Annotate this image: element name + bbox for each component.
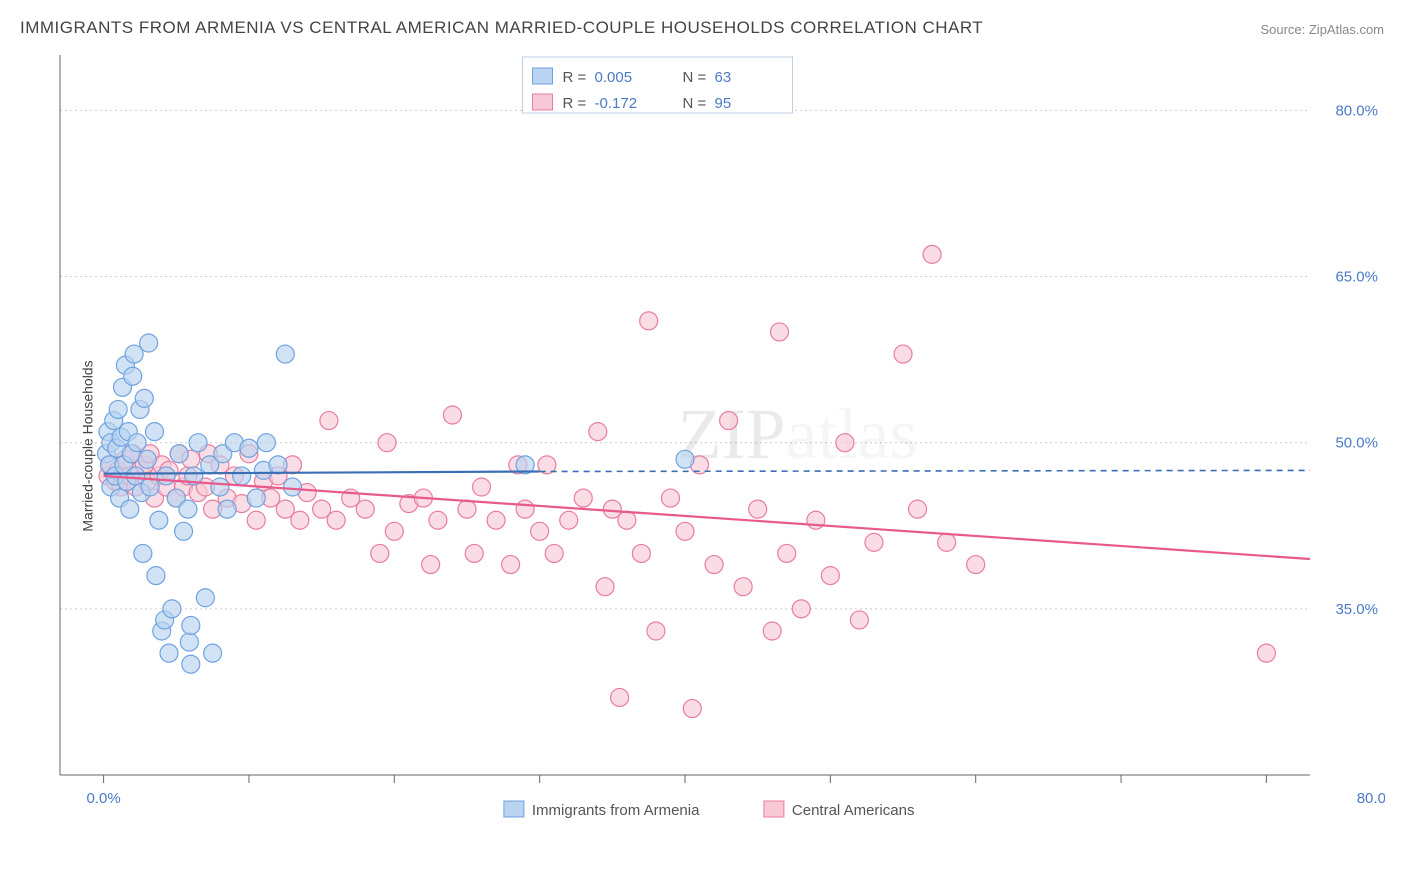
- watermark: ZIPatlas: [678, 394, 918, 474]
- svg-text:-0.172: -0.172: [595, 95, 638, 112]
- legend-label-series1: Immigrants from Armenia: [532, 802, 700, 819]
- svg-text:R =: R =: [563, 95, 587, 112]
- series-central-americans: [99, 245, 1275, 717]
- y-tick-label: 80.0%: [1335, 102, 1378, 119]
- x-tick-label-min: 0.0%: [87, 790, 121, 807]
- y-tick-label: 50.0%: [1335, 435, 1378, 452]
- svg-text:63: 63: [715, 69, 732, 86]
- svg-text:N =: N =: [683, 69, 707, 86]
- plot-area: 35.0% 50.0% 65.0% 80.0% 0.0% 80.0% ZIPatlas R =…: [50, 55, 1385, 830]
- y-tick-label: 35.0%: [1335, 601, 1378, 618]
- x-tick-label-max: 80.0%: [1357, 790, 1385, 807]
- svg-text:N =: N =: [683, 95, 707, 112]
- legend-correlation-box: R = 0.005 N = 63 R = -0.172 N = 95: [523, 57, 793, 113]
- y-tick-label: 65.0%: [1335, 269, 1378, 286]
- scatter-svg: 35.0% 50.0% 65.0% 80.0% 0.0% 80.0% ZIPatlas R =…: [50, 55, 1385, 830]
- svg-text:0.005: 0.005: [595, 69, 633, 86]
- svg-text:95: 95: [715, 95, 732, 112]
- legend-series: Immigrants from Armenia Central Americans: [504, 801, 915, 819]
- svg-text:R =: R =: [563, 69, 587, 86]
- legend-label-series2: Central Americans: [792, 802, 915, 819]
- source-label: Source: ZipAtlas.com: [1260, 22, 1384, 37]
- chart-title: IMMIGRANTS FROM ARMENIA VS CENTRAL AMERI…: [20, 18, 983, 38]
